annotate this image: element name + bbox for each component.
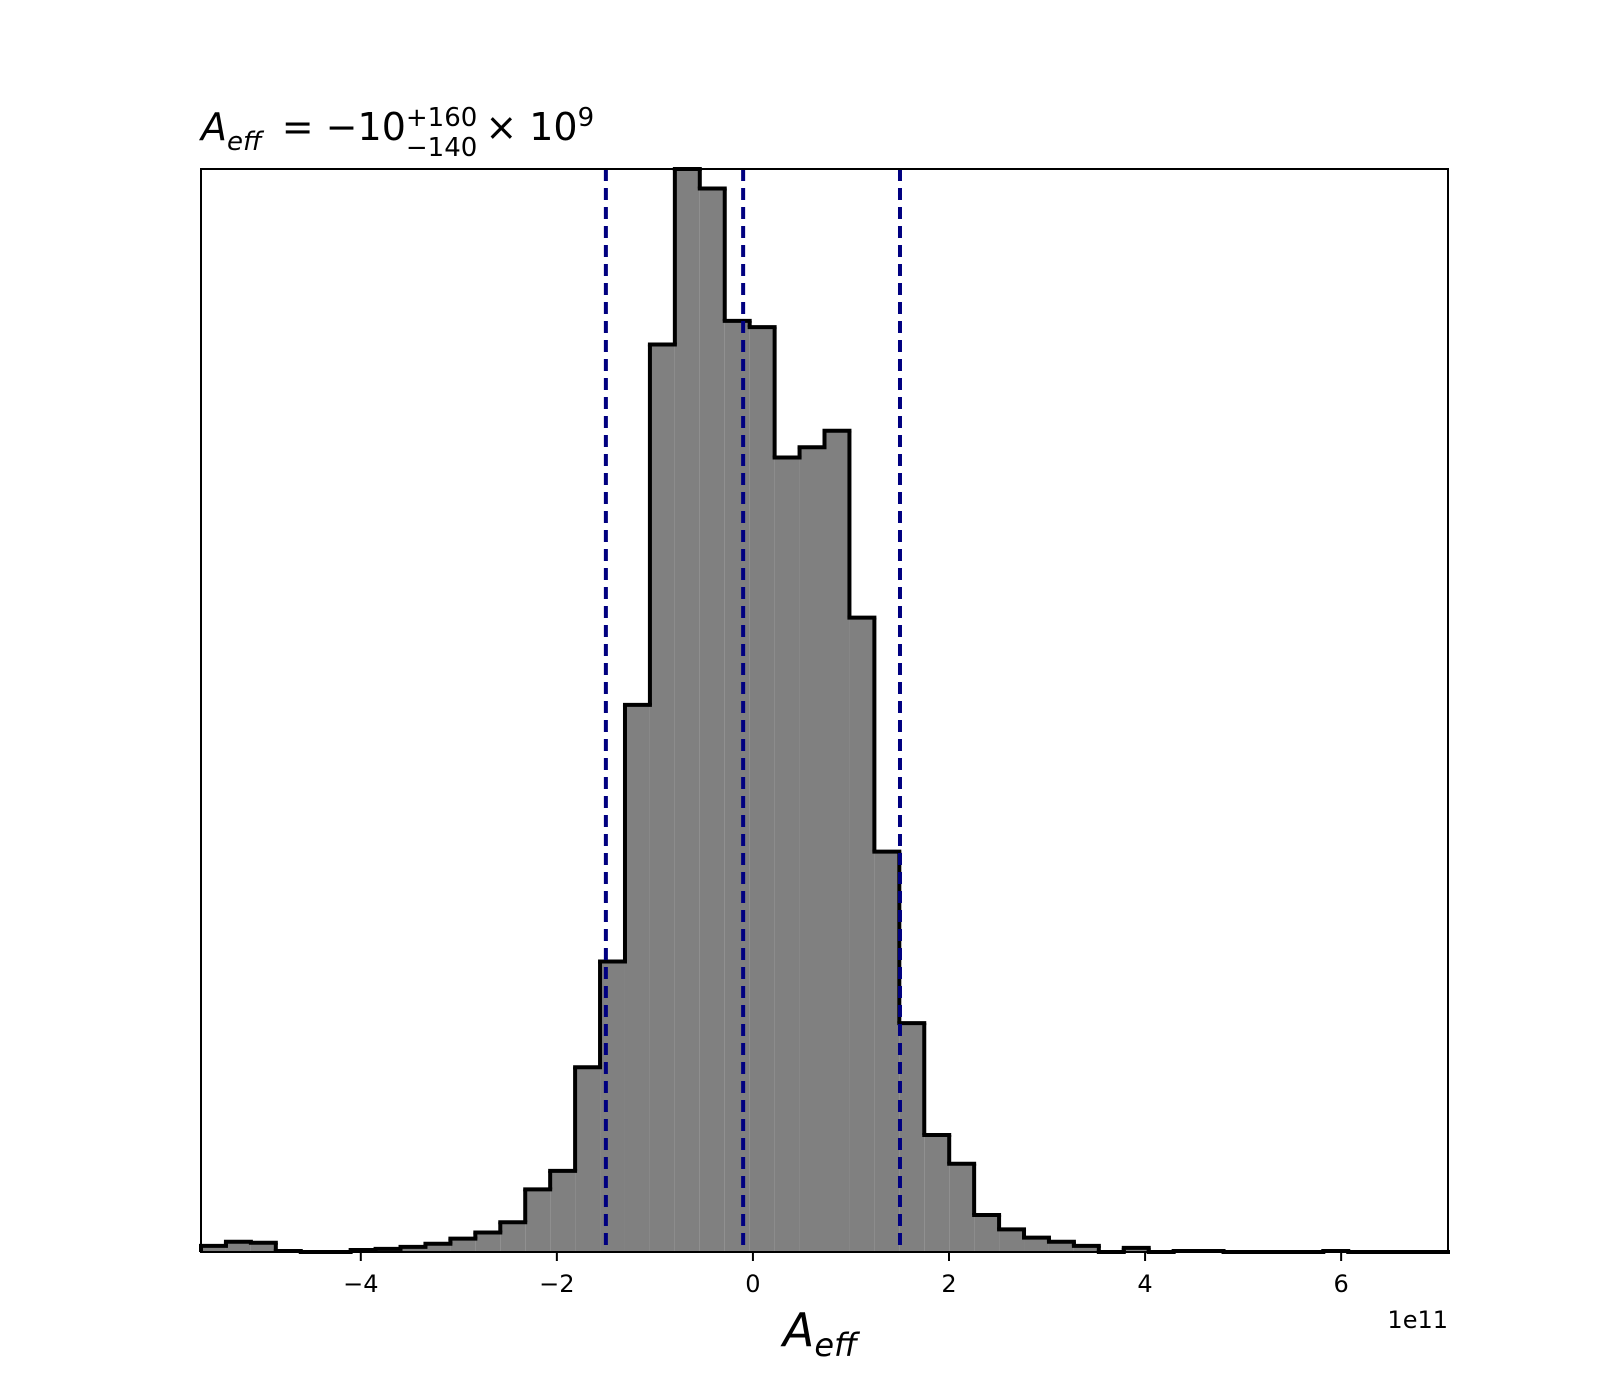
histogram-bar [400,1246,426,1252]
title-upper: +160 [406,103,477,133]
histogram-bar [450,1238,476,1252]
histogram-bar [999,1229,1025,1252]
xlabel-symbol: A [780,1303,814,1357]
x-tick-label: −2 [539,1270,574,1298]
histogram-bar [624,704,650,1252]
histogram-bar [500,1222,526,1252]
histogram-bar [1024,1237,1049,1252]
histogram-bar [874,851,900,1252]
xlabel-sub: eff [814,1326,861,1364]
histogram-bar [899,1023,925,1252]
axes-frame [200,168,1449,1253]
histogram-bar [600,961,625,1252]
histogram-bar [699,188,725,1252]
histogram-bar [924,1134,950,1252]
x-tick-label: −4 [343,1270,378,1298]
histogram-bar [949,1163,975,1252]
histogram-bar [201,1245,226,1252]
histogram-bar [1123,1247,1149,1252]
histogram-bar [550,1170,576,1252]
histogram-bar [674,169,700,1252]
histogram-bar [475,1232,501,1252]
histogram-bar [749,327,775,1253]
histogram-bar [225,1241,251,1252]
histogram-bar [799,447,825,1253]
title-symbol: A [198,105,227,149]
histogram-bar [250,1242,276,1252]
title-value: = −10 [282,105,406,149]
x-tick-label: 6 [1334,1270,1349,1298]
histogram-bar [824,430,850,1252]
histogram-bar [575,1067,601,1252]
histogram-bar [724,320,750,1252]
x-offset-label: 1e11 [1387,1306,1448,1334]
x-axis-label: Aeff [780,1303,861,1364]
histogram-bar [1048,1241,1074,1252]
title-lower: −140 [406,133,477,163]
histogram-bar [1073,1245,1099,1252]
x-tick-label: 0 [745,1270,760,1298]
histogram-bar [849,617,875,1252]
histogram-bar [425,1243,451,1252]
title-times: × 10 [485,105,577,149]
histogram-bar [774,457,800,1252]
title-exponent: 9 [578,103,595,133]
x-tick-label: 4 [1137,1270,1152,1298]
title-symbol-sub: eff [227,127,265,157]
histogram-bar [649,344,675,1252]
chart-title: Aeff = −10+160 −140 × 109 [198,103,594,163]
x-tick-label: 2 [941,1270,956,1298]
histogram-bar [974,1215,1000,1252]
histogram-bar [525,1189,551,1252]
